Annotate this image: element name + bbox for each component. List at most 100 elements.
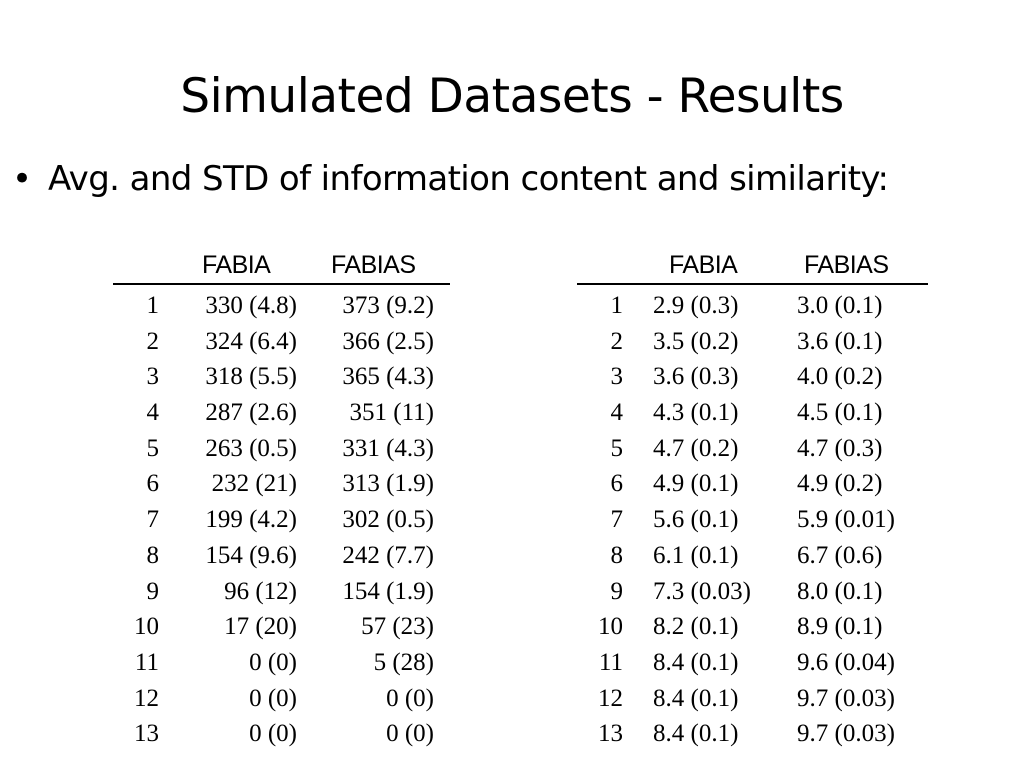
table-row: 3 318 (5.5) 365 (4.3) — [113, 359, 450, 395]
table-row: 7 199 (4.2) 302 (0.5) — [113, 502, 450, 538]
row-index-cell: 1 — [146, 292, 160, 319]
column-header-fabias: FABIAS — [804, 251, 889, 279]
fabias-value-cell: 0 (0) — [386, 720, 434, 748]
table-row: 12 0 (0) 0 (0) — [113, 681, 450, 717]
table-row: 6 4.9 (0.1) 4.9 (0.2) — [577, 466, 928, 502]
table-row: 1 330 (4.8) 373 (9.2) — [113, 288, 450, 324]
table-body: 1 2.9 (0.3) 3.0 (0.1) 2 3.5 (0.2) 3.6 (0.1) 3 3… — [577, 285, 928, 752]
fabia-value-cell: 8.2 (0.1) — [653, 613, 739, 641]
row-index-cell: 4 — [146, 399, 160, 427]
row-index-cell: 8 — [146, 541, 160, 569]
fabia-value-cell: 3.6 (0.3) — [653, 363, 739, 391]
fabias-value-cell: 4.9 (0.2) — [797, 470, 883, 498]
row-index-cell: 10 — [598, 613, 623, 641]
fabia-value-cell: 5.6 (0.1) — [653, 506, 739, 534]
information-content-table: FABIA FABIAS 1 330 (4.8) 373 (9.2) 2 324 (6.… — [113, 250, 450, 752]
fabia-value-cell: 3.5 (0.2) — [653, 327, 739, 355]
row-index-cell: 11 — [598, 648, 623, 676]
fabia-value-cell: 4.9 (0.1) — [653, 470, 739, 498]
table-row: 5 4.7 (0.2) 4.7 (0.3) — [577, 431, 928, 467]
row-index-cell: 5 — [146, 434, 160, 462]
table-row: 11 0 (0) 5 (28) — [113, 645, 450, 681]
fabia-value-cell: 0 (0) — [249, 684, 297, 712]
fabia-value-cell: 154 (9.6) — [205, 541, 297, 569]
fabias-value-cell: 4.7 (0.3) — [797, 434, 883, 462]
fabias-value-cell: 5 (28) — [373, 648, 434, 676]
table-row: 6 232 (21) 313 (1.9) — [113, 466, 450, 502]
fabias-value-cell: 4.0 (0.2) — [797, 363, 883, 391]
fabias-value-cell: 302 (0.5) — [342, 506, 434, 534]
fabia-value-cell: 8.4 (0.1) — [653, 684, 739, 712]
fabias-value-cell: 9.7 (0.03) — [797, 684, 895, 712]
fabia-value-cell: 17 (20) — [224, 613, 297, 641]
table-row: 2 3.5 (0.2) 3.6 (0.1) — [577, 324, 928, 360]
fabias-value-cell: 4.5 (0.1) — [797, 399, 883, 427]
table-body: 1 330 (4.8) 373 (9.2) 2 324 (6.4) 366 (2.5) 3 3… — [113, 285, 450, 752]
row-index-cell: 13 — [134, 720, 159, 748]
row-index-cell: 6 — [146, 470, 160, 498]
fabias-value-cell: 365 (4.3) — [342, 363, 434, 391]
fabias-value-cell: 3.6 (0.1) — [797, 327, 883, 355]
fabias-value-cell: 313 (1.9) — [342, 470, 434, 498]
row-index-cell: 11 — [134, 648, 159, 676]
row-index-cell: 8 — [610, 541, 624, 569]
table-row: 3 3.6 (0.3) 4.0 (0.2) — [577, 359, 928, 395]
fabias-value-cell: 5.9 (0.01) — [797, 506, 895, 534]
fabias-value-cell: 154 (1.9) — [342, 577, 434, 605]
table-header: FABIA FABIAS — [577, 250, 928, 285]
bullet-marker: • — [12, 159, 32, 199]
fabias-value-cell: 242 (7.7) — [342, 541, 434, 569]
table-row: 1 2.9 (0.3) 3.0 (0.1) — [577, 288, 928, 324]
fabias-value-cell: 9.6 (0.04) — [797, 648, 895, 676]
fabias-value-cell: 3.0 (0.1) — [797, 292, 883, 319]
table-row: 13 8.4 (0.1) 9.7 (0.03) — [577, 716, 928, 752]
table-row: 9 96 (12) 154 (1.9) — [113, 574, 450, 610]
fabia-value-cell: 8.4 (0.1) — [653, 648, 739, 676]
row-index-cell: 13 — [598, 720, 623, 748]
fabia-value-cell: 324 (6.4) — [205, 327, 297, 355]
fabias-value-cell: 366 (2.5) — [342, 327, 434, 355]
fabia-value-cell: 4.3 (0.1) — [653, 399, 739, 427]
fabia-value-cell: 2.9 (0.3) — [653, 292, 739, 319]
fabia-value-cell: 7.3 (0.03) — [653, 577, 751, 605]
bullet-text: Avg. and STD of information content and … — [48, 159, 889, 199]
column-header-fabias: FABIAS — [331, 251, 416, 279]
fabia-value-cell: 96 (12) — [224, 577, 297, 605]
fabia-value-cell: 318 (5.5) — [205, 363, 297, 391]
table-row: 10 8.2 (0.1) 8.9 (0.1) — [577, 609, 928, 645]
row-index-cell: 3 — [610, 363, 624, 391]
row-index-cell: 6 — [610, 470, 624, 498]
row-index-cell: 10 — [134, 613, 159, 641]
fabias-value-cell: 373 (9.2) — [342, 292, 434, 319]
table-row: 11 8.4 (0.1) 9.6 (0.04) — [577, 645, 928, 681]
table-row: 2 324 (6.4) 366 (2.5) — [113, 324, 450, 360]
similarity-table: FABIA FABIAS 1 2.9 (0.3) 3.0 (0.1) 2 3.5 (0.… — [577, 250, 928, 752]
fabias-value-cell: 331 (4.3) — [342, 434, 434, 462]
fabia-value-cell: 4.7 (0.2) — [653, 434, 739, 462]
row-index-cell: 12 — [598, 684, 623, 712]
fabia-value-cell: 0 (0) — [249, 648, 297, 676]
column-header-fabia: FABIA — [669, 251, 738, 279]
column-header-fabia: FABIA — [202, 251, 271, 279]
table-row: 13 0 (0) 0 (0) — [113, 716, 450, 752]
fabia-value-cell: 330 (4.8) — [205, 292, 297, 319]
table-row: 10 17 (20) 57 (23) — [113, 609, 450, 645]
table-row: 5 263 (0.5) 331 (4.3) — [113, 431, 450, 467]
table-row: 12 8.4 (0.1) 9.7 (0.03) — [577, 681, 928, 717]
fabia-value-cell: 199 (4.2) — [205, 506, 297, 534]
row-index-cell: 9 — [146, 577, 160, 605]
row-index-cell: 2 — [610, 327, 624, 355]
fabias-value-cell: 57 (23) — [361, 613, 434, 641]
fabias-value-cell: 6.7 (0.6) — [797, 541, 883, 569]
row-index-cell: 1 — [610, 292, 624, 319]
fabias-value-cell: 0 (0) — [386, 684, 434, 712]
fabias-value-cell: 9.7 (0.03) — [797, 720, 895, 748]
fabia-value-cell: 8.4 (0.1) — [653, 720, 739, 748]
fabias-value-cell: 351 (11) — [349, 399, 434, 427]
row-index-cell: 2 — [146, 327, 160, 355]
table-row: 4 287 (2.6) 351 (11) — [113, 395, 450, 431]
table-row: 8 154 (9.6) 242 (7.7) — [113, 538, 450, 574]
row-index-cell: 5 — [610, 434, 624, 462]
slide-title: Simulated Datasets - Results — [180, 69, 844, 124]
table-header: FABIA FABIAS — [113, 250, 450, 285]
